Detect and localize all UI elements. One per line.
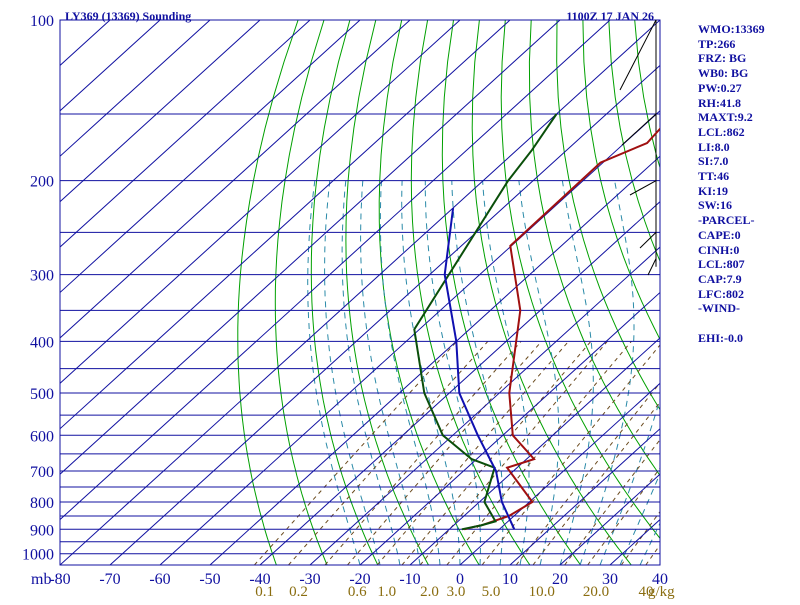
dry-adiabat [238, 20, 298, 565]
isotherm [10, 20, 610, 565]
isotherm [0, 20, 110, 565]
pressure-tick-label: 500 [30, 386, 54, 403]
stat-maxt: MAXT:9.2 [698, 110, 798, 125]
stat-cape: CAPE:0 [698, 228, 798, 243]
pressure-tick-label: 700 [30, 464, 54, 481]
mixing-ratio-tick-label: 0.1 [255, 584, 274, 600]
isotherm [0, 20, 60, 565]
stat-ki: KI:19 [698, 184, 798, 199]
pressure-tick-label: 900 [30, 522, 54, 539]
stat-li: LI:8.0 [698, 140, 798, 155]
pressure-tick-label: 200 [30, 174, 54, 191]
moist-adiabat [580, 181, 634, 565]
mixing-ratio-line [254, 341, 456, 565]
stability-indices-panel: WMO:13369 TP:266 FRZ: BG WB0: BG PW:0.27… [698, 22, 798, 345]
isotherm [0, 20, 310, 565]
temperature-tick-label: -80 [49, 571, 70, 588]
mixing-ratio-line [325, 341, 521, 565]
stat-si: SI:7.0 [698, 154, 798, 169]
mixing-ratio-line [565, 341, 737, 565]
chart-title: LY369 (13369) Sounding [65, 9, 191, 23]
stat-wmo: WMO:13369 [698, 22, 798, 37]
parcel-header: -PARCEL- [698, 213, 798, 228]
isotherm [0, 20, 360, 565]
stat-sw: SW:16 [698, 198, 798, 213]
stat-rh: RH:41.8 [698, 96, 798, 111]
mixing-ratio-line [646, 341, 800, 565]
isotherm [160, 20, 760, 565]
wind-header: -WIND- [698, 301, 798, 316]
temperature-tick-label: -60 [149, 571, 170, 588]
stat-parcel-lcl: LCL:807 [698, 257, 798, 272]
dry-adiabat [472, 20, 631, 565]
dewpoint-line [414, 114, 556, 529]
moist-adiabat [560, 181, 593, 565]
stat-cap: CAP:7.9 [698, 272, 798, 287]
temperature-tick-label: -10 [399, 571, 420, 588]
isotherm [0, 20, 510, 565]
mixing-ratio-unit: g/kg [648, 584, 675, 600]
stat-frz: FRZ: BG [698, 51, 798, 66]
stat-lcl: LCL:862 [698, 125, 798, 140]
pressure-unit: mb [31, 571, 51, 588]
wind-barb [622, 114, 656, 145]
mixing-ratio-line [482, 341, 663, 565]
isotherm [0, 20, 410, 565]
mixing-ratio-tick-label: 20.0 [583, 584, 609, 600]
mixing-ratio-tick-label: 10.0 [529, 584, 555, 600]
wind-barb [648, 259, 656, 275]
stat-pw: PW:0.27 [698, 81, 798, 96]
temperature-tick-label: -50 [199, 571, 220, 588]
stat-tt: TT:46 [698, 169, 798, 184]
pressure-tick-label: 400 [30, 334, 54, 351]
mixing-ratio-tick-label: 0.6 [348, 584, 367, 600]
stat-wb0: WB0: BG [698, 66, 798, 81]
pressure-tick-label: 100 [30, 13, 54, 30]
temperature-tick-label: -70 [99, 571, 120, 588]
isotherm [60, 20, 660, 565]
mixing-ratio-tick-label: 3.0 [447, 584, 466, 600]
mixing-ratio-line [420, 341, 607, 565]
mixing-ratio-tick-label: 1.0 [377, 584, 396, 600]
isotherm [0, 20, 260, 565]
pressure-tick-label: 600 [30, 428, 54, 445]
mixing-ratio-tick-label: 2.0 [420, 584, 439, 600]
stat-lfc: LFC:802 [698, 287, 798, 302]
stat-tp: TP:266 [698, 37, 798, 52]
mixing-ratio-tick-label: 5.0 [482, 584, 501, 600]
pressure-tick-label: 1000 [22, 547, 54, 564]
chart-time: 1100Z 17 JAN 26 [566, 9, 654, 23]
moist-adiabat [380, 181, 440, 565]
moist-adiabat [600, 181, 683, 565]
stat-cinh: CINH:0 [698, 243, 798, 258]
pressure-tick-label: 300 [30, 268, 54, 285]
mixing-ratio-tick-label: 0.2 [289, 584, 308, 600]
mixing-ratio-line [516, 341, 693, 565]
stat-ehi: EHI:-0.0 [698, 331, 798, 346]
mixing-ratio-line [377, 341, 568, 565]
mixing-ratio-line [588, 341, 758, 565]
isotherm [0, 20, 160, 565]
wind-barb [620, 20, 656, 90]
dry-adiabat [311, 20, 378, 565]
isotherm [0, 20, 210, 565]
pressure-tick-label: 800 [30, 495, 54, 512]
temperature-tick-label: 10 [502, 571, 518, 588]
